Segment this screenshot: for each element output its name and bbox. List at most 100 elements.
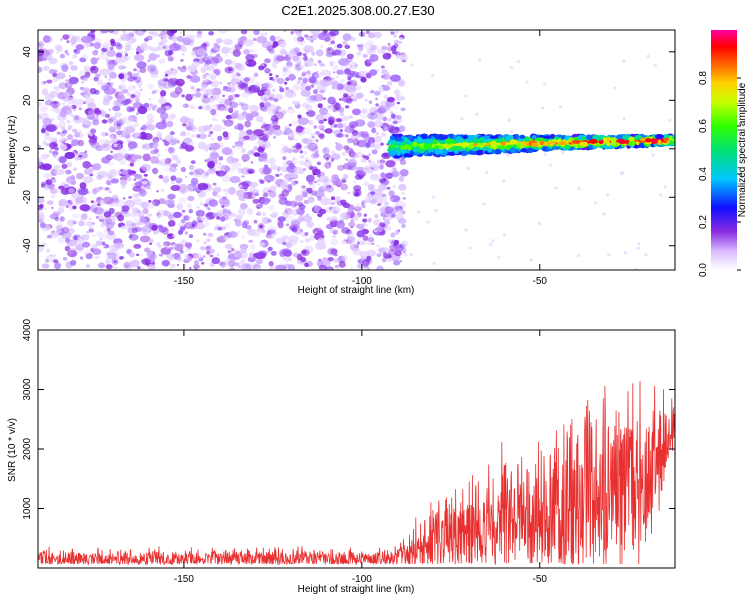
noise-mark: [271, 62, 277, 68]
signal-mark: [472, 143, 478, 147]
noise-mark: [316, 161, 321, 166]
noise-mark: [240, 266, 246, 270]
noise-mark: [203, 203, 209, 207]
noise-mark: [543, 82, 547, 86]
noise-mark: [64, 49, 69, 55]
noise-mark: [92, 116, 99, 122]
noise-mark: [116, 140, 124, 145]
noise-mark: [260, 94, 271, 103]
noise-mark: [223, 85, 228, 89]
noise-mark: [156, 46, 161, 51]
noise-mark: [153, 148, 159, 154]
noise-mark: [158, 174, 164, 179]
noise-mark: [319, 133, 325, 140]
signal-mark: [609, 137, 618, 141]
noise-mark: [101, 119, 108, 124]
noise-mark: [363, 213, 367, 217]
noise-mark: [224, 192, 229, 196]
noise-mark: [285, 87, 289, 90]
noise-mark: [142, 180, 148, 185]
noise-mark: [327, 116, 336, 124]
noise-mark: [213, 212, 219, 217]
noise-mark: [255, 105, 261, 110]
noise-mark: [63, 129, 68, 134]
noise-mark: [126, 169, 133, 174]
noise-mark: [292, 157, 296, 160]
noise-mark: [108, 108, 112, 111]
noise-mark: [114, 154, 120, 158]
noise-mark: [45, 259, 49, 263]
noise-mark: [390, 198, 394, 201]
noise-mark: [356, 139, 368, 148]
noise-mark: [350, 36, 356, 42]
noise-mark: [250, 244, 255, 250]
noise-mark: [305, 174, 315, 183]
colorbar-tick-label: 0.8: [698, 71, 709, 85]
signal-mark: [539, 140, 544, 146]
noise-mark: [43, 80, 47, 84]
noise-mark: [189, 171, 194, 175]
noise-mark: [362, 53, 368, 58]
noise-mark: [204, 221, 210, 227]
noise-mark: [426, 220, 430, 224]
noise-mark: [376, 115, 383, 121]
noise-mark: [636, 246, 641, 250]
noise-mark: [157, 215, 161, 219]
noise-mark: [399, 54, 409, 61]
noise-mark: [53, 253, 57, 258]
noise-mark: [355, 84, 362, 91]
noise-mark: [374, 214, 379, 219]
noise-mark: [127, 76, 135, 82]
noise-mark: [164, 49, 172, 57]
noise-mark: [314, 190, 325, 198]
noise-mark: [370, 191, 376, 195]
signal-mark: [509, 139, 518, 145]
noise-mark: [228, 118, 235, 123]
noise-mark: [99, 138, 106, 147]
noise-mark: [282, 66, 288, 73]
noise-mark: [228, 107, 234, 114]
noise-mark: [307, 72, 312, 77]
noise-mark: [65, 169, 72, 175]
noise-mark: [167, 56, 174, 62]
noise-mark: [285, 223, 290, 227]
noise-mark: [102, 196, 114, 205]
noise-mark: [221, 174, 231, 183]
noise-mark: [322, 64, 326, 67]
noise-mark: [410, 63, 414, 67]
noise-mark: [68, 76, 79, 85]
noise-mark: [297, 67, 302, 71]
noise-mark: [269, 49, 276, 55]
signal-mark: [651, 138, 660, 144]
noise-mark: [244, 61, 249, 65]
colorbar-tick-label: 0.4: [698, 167, 709, 181]
noise-mark: [43, 172, 53, 180]
noise-mark: [288, 171, 298, 178]
noise-mark: [156, 107, 167, 114]
noise-mark: [132, 159, 136, 163]
spectrogram-y-tick-label: -40: [22, 238, 33, 253]
noise-mark: [169, 50, 173, 54]
noise-mark: [229, 94, 237, 100]
noise-mark: [126, 177, 132, 181]
noise-mark: [384, 219, 390, 225]
noise-mark: [400, 240, 408, 247]
noise-mark: [295, 195, 304, 202]
noise-mark: [41, 88, 49, 96]
noise-mark: [98, 53, 109, 60]
noise-mark: [215, 38, 223, 44]
spectrogram-x-axis-label: Height of straight line (km): [298, 285, 415, 296]
noise-mark: [624, 251, 628, 255]
noise-mark: [156, 54, 161, 58]
noise-mark: [73, 235, 78, 241]
noise-mark: [96, 170, 108, 179]
noise-mark: [92, 234, 96, 237]
noise-mark: [400, 107, 406, 112]
noise-mark: [128, 126, 134, 132]
noise-mark: [148, 118, 154, 124]
signal-mark: [456, 136, 462, 141]
noise-mark: [541, 106, 545, 110]
noise-mark: [179, 183, 187, 191]
signal-mark: [617, 138, 626, 144]
noise-mark: [250, 49, 256, 54]
